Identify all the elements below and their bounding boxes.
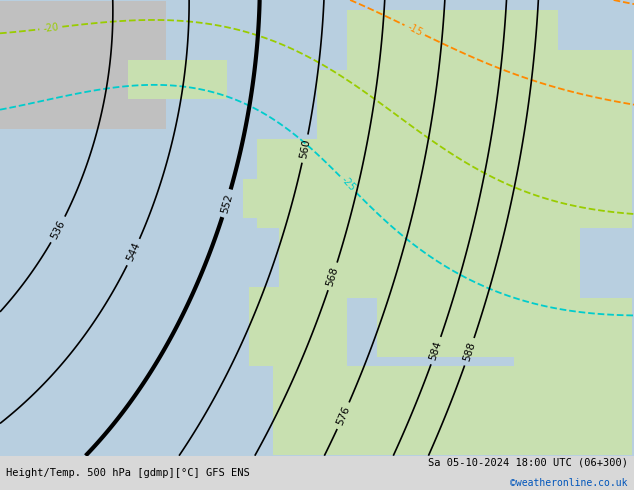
Text: 576: 576 [335, 405, 352, 427]
Text: Height/Temp. 500 hPa [gdmp][°C] GFS ENS: Height/Temp. 500 hPa [gdmp][°C] GFS ENS [6, 468, 250, 478]
Text: 552: 552 [219, 193, 234, 214]
Text: -15: -15 [405, 22, 424, 38]
Text: 536: 536 [49, 219, 67, 241]
Text: 584: 584 [428, 340, 444, 362]
Text: -20: -20 [42, 22, 60, 34]
Text: ©weatheronline.co.uk: ©weatheronline.co.uk [510, 478, 628, 488]
Text: 568: 568 [325, 266, 340, 287]
Text: 588: 588 [462, 341, 477, 363]
Text: -25: -25 [339, 175, 357, 194]
Text: 544: 544 [125, 241, 142, 263]
Text: Sa 05-10-2024 18:00 UTC (06+300): Sa 05-10-2024 18:00 UTC (06+300) [428, 458, 628, 468]
Text: 560: 560 [298, 138, 312, 159]
